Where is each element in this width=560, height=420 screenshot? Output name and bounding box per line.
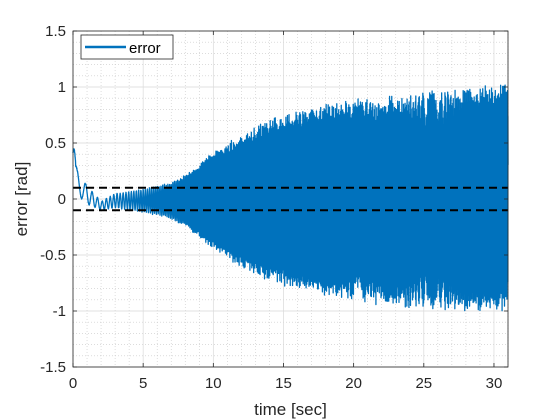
reference-lines <box>73 186 508 212</box>
x-tick-label: 25 <box>415 375 432 392</box>
x-tick-label: 15 <box>275 375 292 392</box>
x-tick-label: 30 <box>486 375 503 392</box>
series-layer <box>72 84 509 312</box>
legend-label-error: error <box>129 40 161 57</box>
x-axis-label: time [sec] <box>254 400 327 419</box>
y-tick-label: 1.5 <box>45 23 66 40</box>
series-line-error <box>72 84 509 312</box>
x-tick-label: 20 <box>345 375 362 392</box>
y-tick-label: 0.5 <box>45 135 66 152</box>
ticks-layer <box>72 30 508 368</box>
y-tick-label: -0.5 <box>40 247 66 264</box>
x-tick-label: 10 <box>205 375 222 392</box>
y-axis-label: error [rad] <box>12 162 31 237</box>
y-tick-label: 0 <box>58 191 66 208</box>
x-tick-label: 5 <box>139 375 147 392</box>
y-tick-label: 1 <box>58 79 66 96</box>
y-tick-label: -1 <box>53 303 66 320</box>
legend: error <box>80 34 174 60</box>
x-tick-labels: 0 5 10 15 20 25 30 <box>69 375 502 392</box>
x-tick-label: 0 <box>69 375 77 392</box>
y-tick-label: -1.5 <box>40 359 66 376</box>
y-tick-labels: -1.5 -1 -0.5 0 0.5 1 1.5 <box>40 23 66 376</box>
